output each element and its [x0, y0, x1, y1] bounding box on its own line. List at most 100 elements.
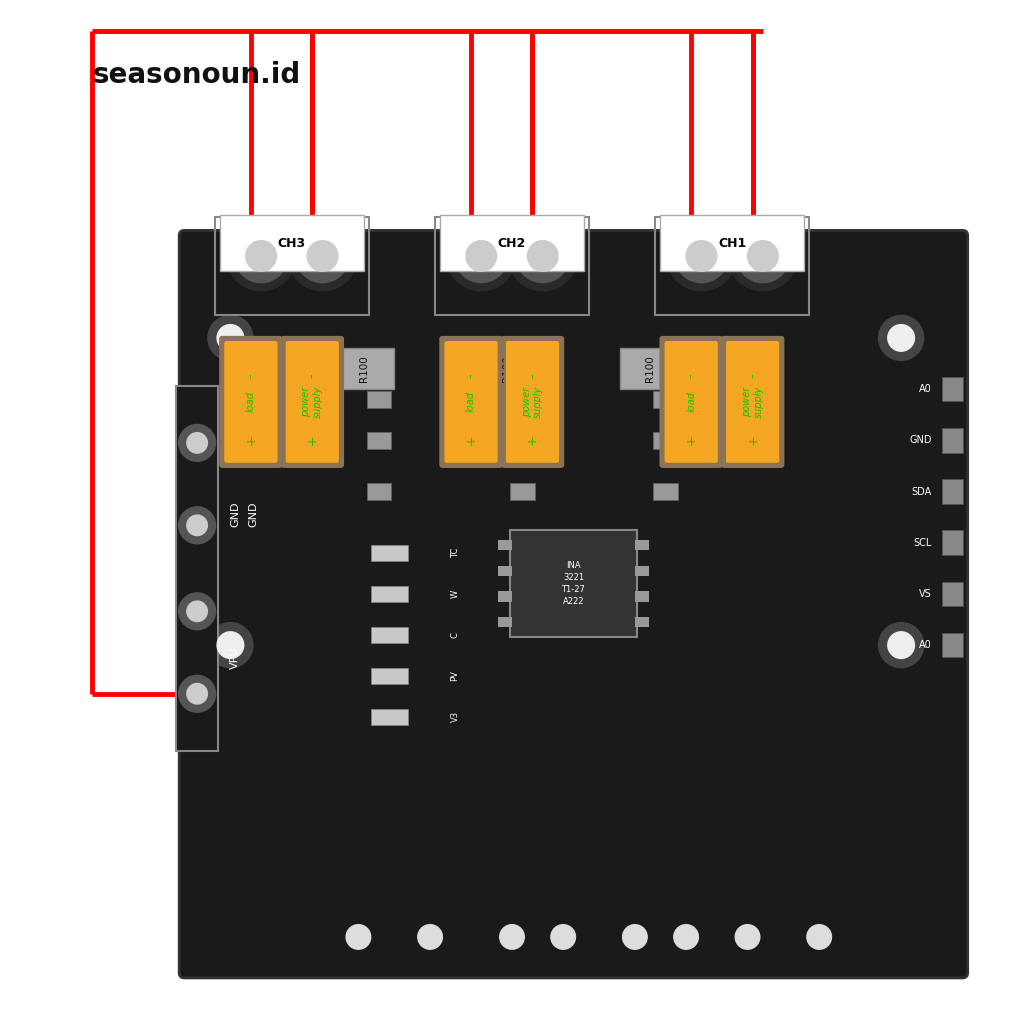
Text: seasonoun.id: seasonoun.id — [92, 61, 300, 89]
Circle shape — [686, 241, 717, 271]
FancyBboxPatch shape — [281, 336, 344, 468]
FancyBboxPatch shape — [664, 340, 719, 464]
Text: R100: R100 — [502, 355, 512, 382]
Circle shape — [179, 424, 215, 461]
Circle shape — [455, 229, 508, 283]
Bar — [635, 592, 649, 602]
Text: R100: R100 — [358, 355, 369, 382]
FancyBboxPatch shape — [367, 391, 391, 408]
Text: -: - — [245, 374, 257, 378]
Text: SCL: SCL — [913, 538, 932, 548]
Circle shape — [346, 925, 371, 949]
Circle shape — [667, 221, 736, 291]
FancyBboxPatch shape — [285, 340, 340, 464]
Text: -: - — [685, 374, 697, 378]
FancyBboxPatch shape — [659, 336, 723, 468]
FancyBboxPatch shape — [721, 336, 784, 468]
Circle shape — [736, 229, 790, 283]
Circle shape — [288, 221, 357, 291]
Bar — [498, 592, 512, 602]
Text: VPU: VPU — [230, 647, 241, 669]
FancyBboxPatch shape — [501, 336, 564, 468]
Circle shape — [879, 315, 924, 360]
Text: load: load — [466, 391, 476, 413]
Circle shape — [516, 229, 569, 283]
Text: load: load — [246, 391, 256, 413]
Bar — [942, 428, 963, 453]
FancyBboxPatch shape — [367, 483, 391, 500]
Circle shape — [307, 241, 338, 271]
Circle shape — [186, 515, 207, 536]
Circle shape — [500, 925, 524, 949]
Text: -: - — [526, 374, 539, 378]
Circle shape — [675, 229, 728, 283]
Text: -: - — [465, 374, 477, 378]
FancyBboxPatch shape — [653, 391, 678, 408]
Text: INA
3221
T1-27
A222: INA 3221 T1-27 A222 — [561, 561, 586, 606]
Circle shape — [226, 221, 296, 291]
Circle shape — [179, 593, 215, 630]
Circle shape — [186, 432, 207, 453]
Text: CH1: CH1 — [718, 238, 746, 250]
Circle shape — [186, 684, 207, 705]
Circle shape — [217, 325, 244, 351]
FancyBboxPatch shape — [510, 483, 535, 500]
Text: TC: TC — [451, 548, 460, 558]
Text: V3: V3 — [451, 712, 460, 722]
Circle shape — [888, 632, 914, 658]
Text: load: load — [686, 391, 696, 413]
Circle shape — [807, 925, 831, 949]
FancyBboxPatch shape — [660, 215, 804, 271]
FancyBboxPatch shape — [176, 386, 218, 751]
FancyBboxPatch shape — [333, 348, 394, 389]
Circle shape — [179, 676, 215, 713]
Text: CH2: CH2 — [498, 238, 526, 250]
Circle shape — [234, 229, 288, 283]
Circle shape — [888, 325, 914, 351]
Text: +: + — [306, 434, 318, 444]
FancyBboxPatch shape — [505, 340, 560, 464]
FancyBboxPatch shape — [371, 545, 408, 561]
Text: SDA: SDA — [911, 486, 932, 497]
Text: CH3: CH3 — [278, 238, 306, 250]
Circle shape — [179, 507, 215, 544]
FancyBboxPatch shape — [653, 483, 678, 500]
Bar — [942, 530, 963, 555]
Text: -: - — [746, 374, 759, 378]
Bar — [498, 541, 512, 551]
Text: GND: GND — [230, 502, 241, 527]
Circle shape — [527, 241, 558, 271]
Circle shape — [296, 229, 349, 283]
Circle shape — [879, 623, 924, 668]
Text: -: - — [306, 374, 318, 378]
FancyBboxPatch shape — [620, 348, 681, 389]
Text: VS: VS — [920, 589, 932, 599]
FancyBboxPatch shape — [219, 336, 283, 468]
Circle shape — [623, 925, 647, 949]
FancyBboxPatch shape — [371, 627, 408, 643]
Text: PV: PV — [451, 671, 460, 681]
Circle shape — [208, 623, 253, 668]
FancyBboxPatch shape — [371, 709, 408, 725]
FancyBboxPatch shape — [476, 348, 538, 389]
FancyBboxPatch shape — [443, 340, 499, 464]
Bar — [942, 633, 963, 657]
Text: A0: A0 — [920, 384, 932, 394]
Text: power
supply: power supply — [521, 386, 544, 418]
FancyBboxPatch shape — [653, 432, 678, 449]
FancyBboxPatch shape — [440, 215, 584, 271]
Circle shape — [508, 221, 578, 291]
Bar — [942, 479, 963, 504]
FancyBboxPatch shape — [510, 432, 535, 449]
Text: +: + — [685, 434, 697, 444]
Circle shape — [748, 241, 778, 271]
Text: R100: R100 — [645, 355, 655, 382]
Bar — [498, 565, 512, 575]
Text: GND: GND — [249, 502, 259, 527]
Text: +: + — [245, 434, 257, 444]
FancyBboxPatch shape — [179, 230, 968, 978]
Bar — [498, 616, 512, 627]
Text: W: W — [451, 590, 460, 598]
Bar — [942, 377, 963, 401]
Bar — [635, 565, 649, 575]
